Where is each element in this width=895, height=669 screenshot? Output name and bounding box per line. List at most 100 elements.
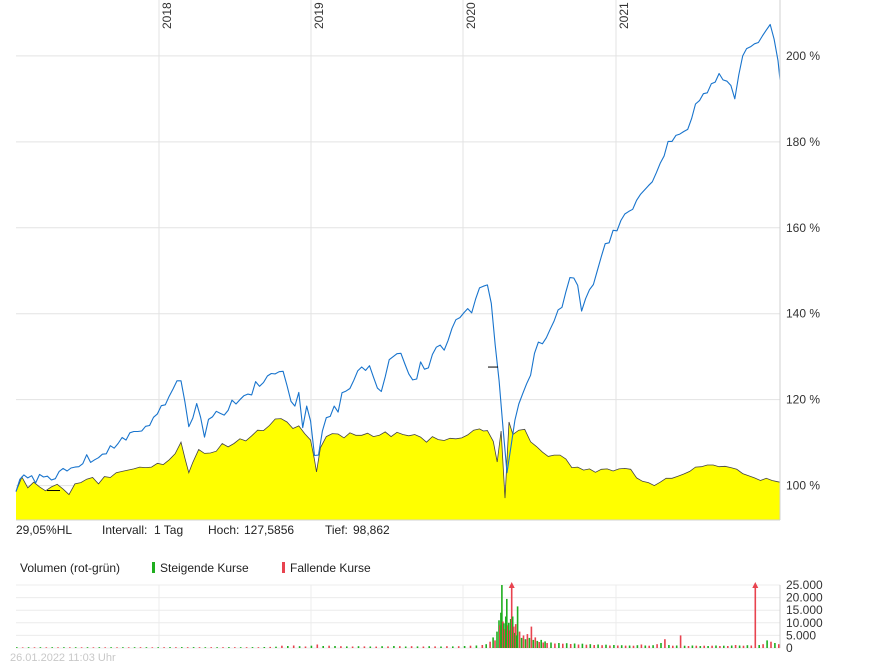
- volume-bar: [513, 632, 516, 648]
- volume-bar: [492, 637, 494, 648]
- main-axes: 2018 2019 2020 2021 200 % 180 % 160 % 140 % 120 …: [16, 0, 820, 521]
- volume-bar: [481, 645, 484, 648]
- volume-bar: [536, 640, 539, 648]
- volume-bar: [660, 643, 662, 648]
- y-tick-label: 160 %: [786, 221, 820, 235]
- volume-bar: [562, 643, 564, 648]
- volume-bar: [632, 645, 635, 648]
- volume-bar: [778, 644, 780, 648]
- volume-bar: [457, 646, 460, 648]
- volume-bar: [544, 641, 546, 648]
- volume-bar: [522, 635, 525, 648]
- volume-bar: [628, 645, 631, 648]
- volume-bar: [110, 647, 112, 648]
- volume-bar: [198, 647, 201, 648]
- volume-bar: [452, 646, 454, 648]
- volume-bar: [675, 645, 678, 648]
- volume-bar: [558, 643, 560, 648]
- volume-bar: [624, 645, 627, 648]
- volume-bar: [691, 645, 694, 648]
- volume-bar: [524, 639, 527, 648]
- volume-bar: [404, 646, 407, 648]
- volume-bar: [269, 646, 271, 648]
- volume-bar: [463, 646, 466, 648]
- volume-bar: [292, 645, 295, 648]
- volume-bar: [322, 646, 324, 648]
- volume-bar: [163, 647, 165, 648]
- y-tick-label: 100 %: [786, 479, 820, 493]
- volume-grid: [16, 584, 780, 649]
- low-label: Tief:: [325, 523, 348, 537]
- volume-bar: [502, 621, 504, 648]
- volume-bar: [139, 647, 142, 648]
- volume-bar: [496, 631, 498, 648]
- volume-bar: [613, 645, 615, 648]
- volume-bar: [672, 645, 674, 648]
- volume-bar: [534, 637, 537, 648]
- volume-bar: [251, 647, 254, 648]
- volume-bar: [746, 645, 749, 648]
- volume-bar: [509, 619, 512, 648]
- volume-bar: [328, 645, 330, 648]
- volume-bar: [664, 639, 666, 648]
- volume-bar: [546, 643, 548, 648]
- volume-bar: [340, 646, 342, 648]
- volume-bar: [703, 645, 705, 648]
- volume-bar: [489, 641, 491, 648]
- volume-bar: [762, 644, 764, 648]
- volume-bar: [652, 645, 654, 648]
- volume-bar: [63, 647, 65, 648]
- volume-bar: [679, 635, 682, 648]
- volume-bar: [695, 645, 698, 648]
- volume-bar: [593, 645, 595, 648]
- volume-bar: [122, 647, 124, 648]
- volume-bar: [508, 622, 510, 648]
- volume-bar: [151, 647, 154, 648]
- volume-bar: [45, 647, 48, 648]
- volume-bar: [51, 647, 53, 648]
- volume-tick-label: 25.000: [786, 578, 823, 592]
- volume-bar: [750, 645, 753, 648]
- volume-bar: [542, 642, 544, 648]
- interval-label: Intervall:: [102, 523, 148, 537]
- y-tick-label: 180 %: [786, 135, 820, 149]
- volume-bar: [500, 612, 502, 648]
- volume-bar: [585, 644, 588, 648]
- volume-bar: [565, 643, 568, 648]
- volume-tick-label: 20.000: [786, 591, 823, 605]
- volume-bar: [707, 646, 709, 648]
- volume-tick-label: 5.000: [786, 628, 816, 642]
- volume-bar: [39, 647, 42, 648]
- volume-bar: [640, 644, 643, 648]
- volume-bar: [648, 645, 650, 648]
- volume-bar: [287, 646, 289, 648]
- volume-bar: [687, 646, 690, 648]
- volume-bar: [485, 644, 487, 648]
- volume-tick-label: 15.000: [786, 603, 823, 617]
- volume-bar: [530, 626, 533, 648]
- volume-bar: [234, 647, 236, 648]
- line-path: [15, 23, 781, 492]
- timestamp: 26.01.2022 11:03 Uhr: [10, 652, 116, 664]
- volume-bar: [204, 647, 207, 648]
- volume-bar: [27, 647, 30, 648]
- volume-bar: [766, 640, 768, 648]
- volume-bar: [617, 645, 619, 648]
- x-tick-label: 2020: [464, 2, 478, 29]
- legend-up: Steigende Kurse: [152, 561, 249, 575]
- volume-bar: [758, 645, 760, 648]
- volume-bar: [503, 623, 505, 648]
- x-tick-label: 2019: [312, 2, 326, 29]
- volume-bar: [498, 620, 500, 648]
- volume-bar: [399, 646, 401, 648]
- volume-bar: [770, 641, 772, 648]
- volume-bar: [175, 647, 177, 648]
- volume-bar: [92, 647, 95, 648]
- volume-bar: [375, 646, 377, 648]
- volume-bar: [573, 643, 576, 648]
- volume-bar: [475, 645, 478, 648]
- area-fill: [16, 418, 780, 520]
- volume-bar: [16, 647, 18, 648]
- volume-bar: [668, 645, 670, 648]
